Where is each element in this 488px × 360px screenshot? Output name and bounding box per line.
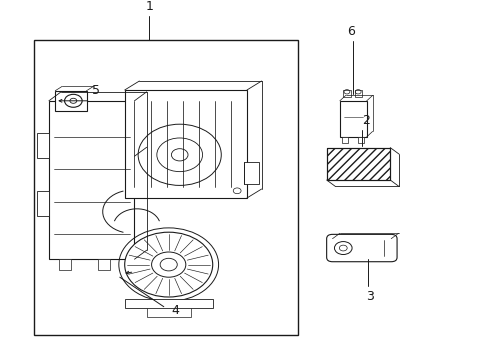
Bar <box>49 101 134 259</box>
Bar <box>124 299 212 308</box>
Bar <box>37 191 49 216</box>
Text: 2: 2 <box>362 114 370 127</box>
Bar <box>124 90 246 198</box>
Bar <box>98 259 110 270</box>
Text: 3: 3 <box>366 290 373 303</box>
Text: 1: 1 <box>145 0 153 13</box>
Text: 6: 6 <box>346 25 354 38</box>
Text: 5: 5 <box>92 84 100 97</box>
Bar <box>326 148 389 180</box>
Bar <box>326 148 389 180</box>
Bar <box>59 259 71 270</box>
Bar <box>342 137 347 143</box>
Bar <box>343 90 350 97</box>
Bar <box>354 90 361 97</box>
Text: 4: 4 <box>171 304 179 317</box>
Bar <box>358 137 364 143</box>
Bar <box>34 40 298 335</box>
Bar <box>37 133 49 158</box>
Bar <box>244 162 259 184</box>
Circle shape <box>334 242 351 255</box>
Bar <box>339 101 366 137</box>
Bar <box>55 91 86 111</box>
Circle shape <box>124 232 212 297</box>
Bar <box>146 308 190 317</box>
FancyBboxPatch shape <box>326 234 396 262</box>
Circle shape <box>64 94 82 107</box>
